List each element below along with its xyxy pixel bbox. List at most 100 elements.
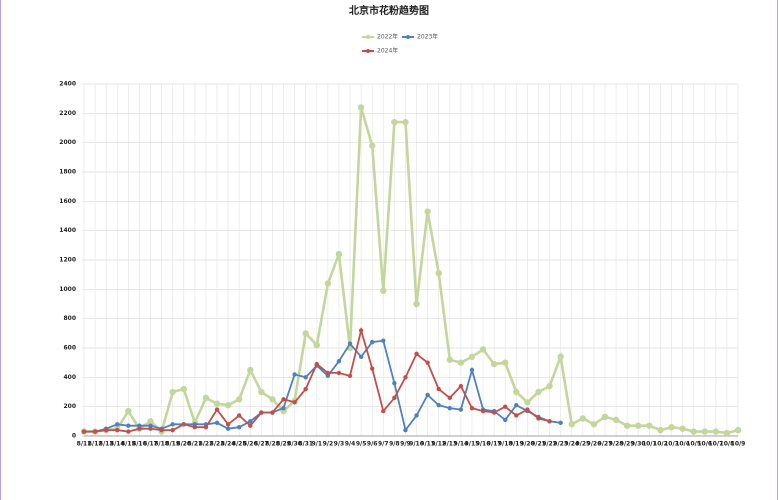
- data-point: [236, 413, 242, 418]
- x-tick-label: 9/2: [323, 441, 334, 448]
- x-tick-label: 10/9: [731, 441, 746, 448]
- x-tick-label: 9/12: [431, 441, 446, 448]
- x-tick-label: 8/25: [232, 441, 247, 448]
- data-point: [214, 407, 220, 412]
- x-tick-label: 8/13: [99, 441, 114, 448]
- data-point: [380, 287, 387, 294]
- data-point: [502, 359, 509, 366]
- data-point: [447, 405, 452, 411]
- data-point: [392, 381, 397, 386]
- data-point: [214, 420, 220, 425]
- x-tick-label: 8/21: [187, 441, 202, 448]
- y-tick-label: 800: [63, 315, 76, 322]
- data-point: [535, 388, 542, 396]
- legend-label: 2022年: [377, 33, 398, 41]
- data-point: [358, 328, 364, 333]
- data-point: [303, 386, 308, 392]
- data-point: [424, 208, 431, 215]
- data-point: [646, 422, 653, 429]
- data-point: [170, 422, 175, 427]
- x-tick-label: 9/11: [420, 441, 435, 448]
- x-tick-label: 9/14: [454, 441, 469, 448]
- x-tick-label: 9/8: [389, 441, 400, 448]
- data-point: [413, 300, 420, 308]
- data-point: [479, 346, 487, 353]
- data-point: [137, 426, 142, 431]
- data-point: [225, 422, 231, 427]
- x-tick-label: 9/23: [553, 441, 568, 448]
- y-tick-label: 1000: [59, 286, 76, 293]
- data-point: [358, 354, 364, 359]
- data-point: [292, 372, 297, 377]
- data-point: [668, 424, 675, 431]
- data-point: [125, 407, 132, 415]
- data-point: [469, 367, 475, 373]
- x-tick-label: 9/27: [598, 441, 613, 448]
- x-tick-label: 9/9: [400, 441, 411, 448]
- x-tick-label: 8/30: [287, 441, 302, 448]
- series-line: [84, 339, 561, 433]
- data-point: [579, 415, 587, 422]
- legend-marker: [366, 49, 370, 53]
- data-point: [303, 375, 308, 380]
- legend-marker: [366, 35, 370, 39]
- y-tick-label: 2000: [59, 139, 76, 146]
- data-point: [436, 386, 441, 392]
- data-point: [126, 423, 131, 428]
- x-tick-label: 8/24: [221, 441, 236, 448]
- data-point: [313, 341, 320, 349]
- data-point: [657, 426, 664, 434]
- x-tick-label: 10/4: [675, 441, 690, 448]
- data-point: [491, 410, 497, 415]
- data-point: [335, 250, 343, 258]
- data-point: [148, 426, 153, 431]
- x-tick-label: 8/26: [243, 441, 258, 448]
- data-point: [391, 118, 398, 126]
- data-point: [480, 408, 486, 414]
- x-tick-label: 9/13: [442, 441, 457, 448]
- y-tick-label: 200: [63, 403, 76, 410]
- x-tick-label: 9/4: [345, 441, 356, 448]
- y-tick-label: 2200: [59, 110, 76, 117]
- data-point: [447, 395, 452, 401]
- data-point: [712, 428, 720, 435]
- data-point: [590, 421, 598, 428]
- x-tick-label: 9/16: [476, 441, 491, 448]
- data-point: [115, 422, 120, 427]
- data-point: [414, 351, 419, 357]
- data-point: [601, 413, 609, 421]
- data-point: [623, 422, 631, 429]
- x-tick-label: 9/30: [631, 441, 646, 448]
- x-tick-label: 9/26: [587, 441, 602, 448]
- data-point: [269, 396, 276, 403]
- data-point: [679, 425, 686, 432]
- x-tick-label: 8/14: [110, 441, 125, 448]
- x-tick-label: 10/2: [653, 441, 668, 448]
- x-tick-label: 9/22: [542, 441, 557, 448]
- data-point: [436, 403, 441, 408]
- data-point: [225, 426, 231, 431]
- x-tick-label: 8/12: [88, 441, 103, 448]
- data-point: [357, 104, 365, 111]
- x-tick-label: 9/18: [498, 441, 513, 448]
- y-tick-label: 400: [63, 374, 76, 381]
- data-point: [435, 270, 442, 277]
- data-point: [425, 360, 430, 365]
- x-tick-label: 9/10: [409, 441, 424, 448]
- data-point: [381, 338, 386, 343]
- data-point: [81, 429, 87, 434]
- data-point: [414, 413, 419, 418]
- x-tick-label: 9/3: [334, 441, 345, 448]
- data-point: [469, 405, 475, 411]
- data-point: [247, 366, 254, 374]
- data-point: [281, 405, 286, 411]
- data-point: [235, 396, 243, 403]
- data-point: [180, 385, 187, 393]
- data-point: [536, 416, 541, 421]
- data-point: [403, 375, 408, 380]
- x-tick-label: 9/21: [531, 441, 546, 448]
- x-tick-label: 9/20: [520, 441, 535, 448]
- y-tick-label: 1600: [59, 198, 76, 205]
- x-tick-label: 8/22: [199, 441, 214, 448]
- data-point: [248, 419, 253, 424]
